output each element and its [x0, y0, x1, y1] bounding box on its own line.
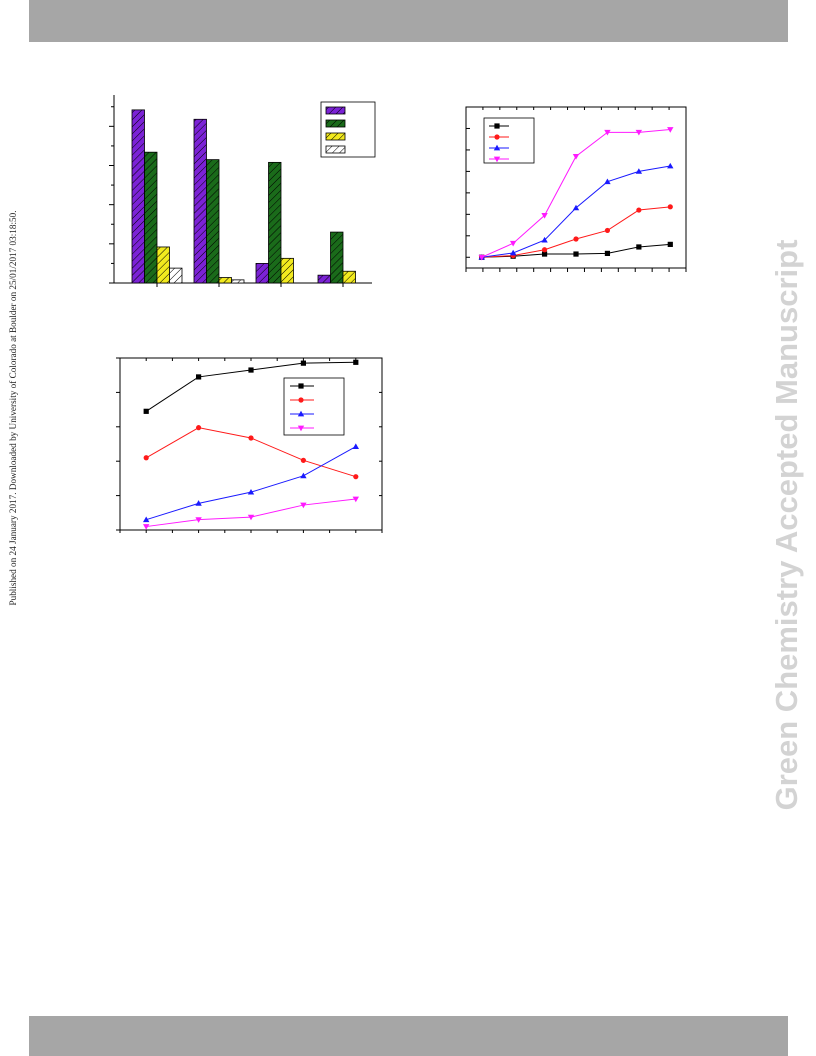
- bar: [231, 279, 245, 284]
- watermark-text: Green Chemistry Accepted Manuscript: [769, 239, 804, 811]
- bar: [342, 270, 356, 284]
- data-point: [353, 359, 359, 365]
- data-point: [143, 516, 150, 523]
- data-point: [667, 204, 673, 210]
- legend: [320, 101, 376, 158]
- data-point: [196, 425, 202, 431]
- data-point: [635, 168, 643, 174]
- legend-marker: [494, 134, 500, 140]
- plot-frame: [465, 106, 687, 269]
- data-point: [352, 443, 359, 449]
- data-point: [573, 251, 579, 257]
- bar: [144, 151, 158, 284]
- data-point: [478, 254, 485, 261]
- legend-swatch: [325, 119, 346, 128]
- data-point: [541, 251, 548, 257]
- data-point: [248, 367, 254, 373]
- data-point: [195, 500, 202, 506]
- data-point: [636, 244, 642, 250]
- legend: [283, 377, 345, 436]
- footer-band: [29, 1016, 788, 1056]
- data-point: [352, 496, 359, 503]
- data-point: [572, 204, 580, 211]
- legend: [483, 117, 535, 164]
- legend-marker: [297, 410, 305, 417]
- data-point: [667, 162, 674, 169]
- legend-swatch: [325, 132, 346, 141]
- bar: [156, 246, 170, 284]
- data-point: [247, 514, 255, 521]
- data-point: [604, 129, 611, 136]
- publication-note-text: Published on 24 January 2017. Downloaded…: [8, 210, 18, 606]
- data-point: [509, 240, 517, 247]
- data-point: [541, 247, 548, 253]
- line-chart-bottom: [116, 357, 383, 533]
- data-point: [636, 207, 642, 213]
- data-point: [604, 178, 611, 185]
- data-point: [573, 236, 579, 242]
- data-point: [604, 250, 611, 257]
- series-line: [146, 446, 357, 521]
- series-line: [481, 206, 671, 258]
- series-line: [146, 498, 356, 528]
- data-point: [509, 249, 517, 256]
- data-point: [300, 457, 306, 463]
- legend-marker: [298, 397, 304, 403]
- data-point: [541, 236, 548, 243]
- bar: [280, 257, 294, 284]
- legend-swatch: [325, 106, 346, 115]
- line-chart-top-right: [465, 106, 687, 272]
- bar: [131, 109, 145, 284]
- legend-marker: [298, 383, 304, 389]
- bar: [268, 161, 282, 284]
- legend-box: [283, 377, 345, 436]
- data-point: [300, 502, 307, 509]
- data-point: [247, 488, 255, 495]
- data-point: [143, 408, 149, 414]
- bar: [330, 231, 344, 284]
- data-point: [667, 241, 673, 247]
- bar: [169, 267, 183, 284]
- data-point: [300, 360, 306, 366]
- bar: [206, 159, 220, 284]
- legend-marker: [493, 156, 501, 163]
- data-point: [667, 127, 674, 133]
- header-band: [29, 0, 788, 42]
- data-point: [196, 374, 202, 380]
- data-point: [604, 227, 611, 234]
- bar-chart: [109, 95, 376, 287]
- bar: [317, 274, 331, 284]
- bar: [255, 263, 269, 284]
- bar: [218, 277, 232, 284]
- legend-marker: [493, 144, 501, 151]
- data-point: [572, 153, 580, 160]
- data-point: [143, 455, 149, 461]
- series-line: [481, 165, 671, 258]
- legend-swatch: [325, 145, 346, 154]
- legend-marker: [494, 123, 500, 129]
- data-point: [353, 474, 359, 480]
- data-point: [541, 213, 548, 219]
- data-point: [195, 517, 202, 523]
- bar: [193, 118, 207, 284]
- legend-marker: [297, 425, 305, 432]
- data-point: [248, 435, 254, 441]
- data-point: [635, 129, 643, 136]
- data-point: [300, 472, 307, 479]
- legend-box: [483, 117, 535, 164]
- data-point: [143, 524, 150, 530]
